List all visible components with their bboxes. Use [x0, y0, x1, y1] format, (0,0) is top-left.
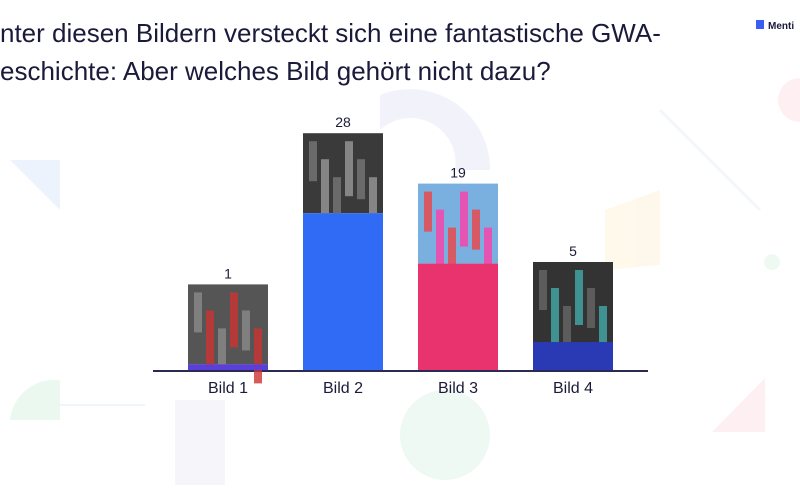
bar-image-detail: [448, 227, 456, 268]
bar-image-detail: [460, 191, 468, 247]
background-decoration: [10, 78, 800, 485]
bar-image-detail: [218, 328, 226, 369]
bar-image-detail: [563, 306, 571, 346]
bar-image-detail: [539, 270, 547, 310]
bar: [303, 213, 383, 370]
value-label: 28: [335, 114, 351, 130]
bar-image-detail: [321, 159, 329, 215]
bar-image-detail: [309, 141, 317, 182]
bar: [533, 342, 613, 370]
bar-image-detail: [472, 209, 480, 250]
bar: [188, 364, 268, 370]
brand-logo: Menti: [768, 21, 794, 32]
category-label: Bild 2: [323, 380, 363, 397]
bar-image-detail: [575, 270, 583, 325]
value-label: 1: [224, 265, 232, 281]
category-label: Bild 4: [553, 380, 593, 397]
bar-image-detail: [345, 141, 353, 197]
bar-image-detail: [230, 292, 238, 348]
bar-image-detail: [357, 159, 365, 200]
title-line: nter diesen Bildern versteckt sich eine …: [0, 18, 661, 48]
title-line: eschichte: Aber welches Bild gehört nich…: [0, 56, 551, 86]
category-label: Bild 3: [438, 380, 478, 397]
bar-image-detail: [436, 209, 444, 265]
bar-image-detail: [424, 191, 432, 232]
bar-image-detail: [551, 288, 559, 343]
bar-image-detail: [242, 310, 250, 351]
bar-image-detail: [333, 177, 341, 218]
bar-image-detail: [587, 288, 595, 328]
value-label: 5: [569, 243, 577, 259]
bar-image-detail: [484, 227, 492, 283]
bar-image-detail: [599, 306, 607, 361]
logo-mark: [756, 20, 764, 29]
bar-image-detail: [206, 310, 214, 366]
bar-image-detail: [194, 292, 202, 333]
bar-image-detail: [369, 177, 377, 233]
category-label: Bild 1: [208, 380, 248, 397]
value-label: 19: [450, 165, 466, 181]
bar-image-detail: [254, 328, 262, 384]
bar: [418, 263, 498, 370]
